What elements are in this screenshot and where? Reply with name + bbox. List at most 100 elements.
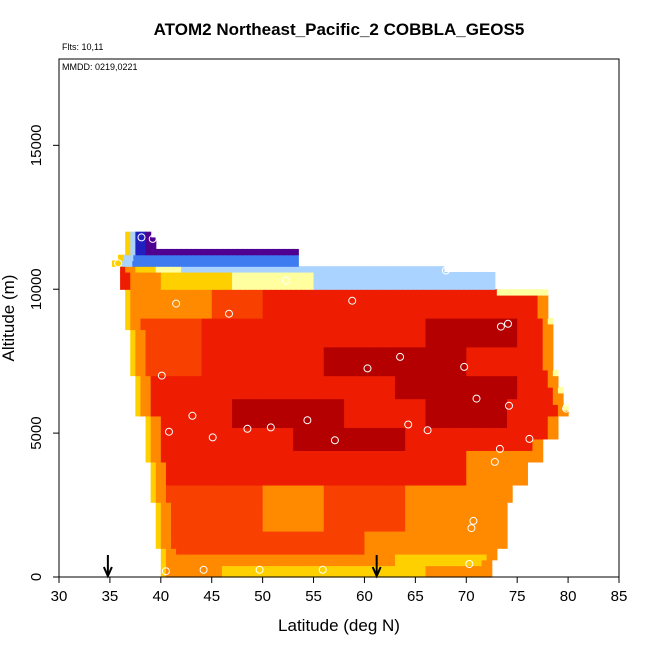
heatmap-cell xyxy=(354,433,360,440)
heatmap-cell xyxy=(242,387,248,394)
heatmap-cell xyxy=(216,381,223,388)
heatmap-cell xyxy=(247,300,254,308)
heatmap-cell xyxy=(313,352,320,359)
heatmap-cell xyxy=(176,364,182,371)
heatmap-cell xyxy=(400,553,406,561)
heatmap-cell xyxy=(232,444,238,451)
heatmap-cell xyxy=(384,530,391,538)
heatmap-cell xyxy=(410,283,416,290)
heatmap-cell xyxy=(196,433,203,440)
heatmap-cell xyxy=(155,438,162,446)
heatmap-cell xyxy=(461,496,467,503)
heatmap-cell xyxy=(227,387,233,394)
heatmap-cell xyxy=(145,352,152,359)
heatmap-cell xyxy=(191,266,198,273)
heatmap-cell xyxy=(221,329,228,336)
heatmap-cell xyxy=(400,456,406,463)
heatmap-cell xyxy=(410,387,416,394)
heatmap-cell xyxy=(323,559,330,567)
heatmap-cell xyxy=(308,438,315,446)
heatmap-cell xyxy=(191,519,198,526)
heatmap-cell xyxy=(303,490,310,498)
heatmap-cell xyxy=(374,398,381,405)
heatmap-cell xyxy=(206,427,213,434)
heatmap-cell xyxy=(176,525,182,532)
heatmap-cell xyxy=(486,335,493,342)
heatmap-cell xyxy=(328,542,335,549)
heatmap-cell xyxy=(476,341,483,348)
heatmap-cell xyxy=(252,479,259,486)
heatmap-cell xyxy=(395,479,401,486)
heatmap-cell xyxy=(211,548,218,555)
heatmap-cell xyxy=(374,271,381,279)
heatmap-cell xyxy=(298,473,304,480)
heatmap-cell xyxy=(171,433,177,440)
heatmap-cell xyxy=(471,456,478,463)
heatmap-cell xyxy=(395,289,401,296)
heatmap-cell xyxy=(230,254,236,262)
heatmap-cells xyxy=(111,231,569,578)
heatmap-cell xyxy=(389,346,396,354)
heatmap-cell xyxy=(313,277,320,285)
heatmap-cell xyxy=(267,456,274,463)
heatmap-cell xyxy=(171,294,177,302)
heatmap-cell xyxy=(522,318,528,325)
heatmap-cell xyxy=(532,404,539,411)
heatmap-cell xyxy=(150,433,157,440)
x-tick-label: 70 xyxy=(458,588,475,605)
heatmap-cell xyxy=(318,283,325,290)
heatmap-cell xyxy=(242,461,248,469)
heatmap-cell xyxy=(410,571,416,578)
heatmap-cell xyxy=(405,364,411,371)
heatmap-cell xyxy=(232,300,238,308)
y-tick-label: 10000 xyxy=(28,268,45,310)
heatmap-cell xyxy=(165,323,172,331)
heatmap-cell xyxy=(176,433,182,440)
heatmap-cell xyxy=(456,433,462,440)
heatmap-cell xyxy=(176,352,182,359)
heatmap-cell xyxy=(481,565,488,572)
heatmap-cell xyxy=(328,392,335,400)
heatmap-cell xyxy=(537,352,544,359)
heatmap-cell xyxy=(430,565,437,572)
heatmap-cell xyxy=(476,519,483,526)
heatmap-cell xyxy=(227,364,233,371)
heatmap-cell xyxy=(481,525,488,532)
heatmap-cell xyxy=(242,283,248,290)
heatmap-cell xyxy=(257,450,264,457)
heatmap-cell xyxy=(288,300,294,308)
heatmap-cell xyxy=(328,461,335,469)
heatmap-cell xyxy=(262,289,269,296)
heatmap-cell xyxy=(208,260,215,267)
heatmap-cell xyxy=(537,318,544,325)
heatmap-cell xyxy=(242,450,248,457)
heatmap-cell xyxy=(486,404,493,411)
heatmap-cell xyxy=(308,283,315,290)
heatmap-cell xyxy=(374,369,381,377)
heatmap-cell xyxy=(425,571,432,578)
heatmap-cell xyxy=(354,415,360,423)
heatmap-cell xyxy=(440,421,447,428)
heatmap-cell xyxy=(359,369,366,377)
heatmap-cell xyxy=(481,548,488,555)
heatmap-cell xyxy=(379,404,386,411)
heatmap-cell xyxy=(395,467,401,474)
heatmap-cell xyxy=(471,358,478,365)
heatmap-cell xyxy=(379,352,386,359)
heatmap-cell xyxy=(486,461,493,469)
heatmap-cell xyxy=(150,490,157,498)
heatmap-cell xyxy=(257,433,264,440)
heatmap-cell xyxy=(293,513,299,521)
heatmap-cell xyxy=(384,525,391,532)
heatmap-cell xyxy=(456,410,462,417)
heatmap-cell xyxy=(522,323,528,331)
heatmap-cell xyxy=(461,335,467,342)
heatmap-cell xyxy=(267,364,274,371)
heatmap-cell xyxy=(308,312,315,319)
heatmap-cell xyxy=(298,318,304,325)
heatmap-cell xyxy=(272,519,279,526)
heatmap-cell xyxy=(369,513,376,521)
heatmap-cell xyxy=(272,450,279,457)
heatmap-cell xyxy=(262,507,269,515)
heatmap-cell xyxy=(293,548,299,555)
